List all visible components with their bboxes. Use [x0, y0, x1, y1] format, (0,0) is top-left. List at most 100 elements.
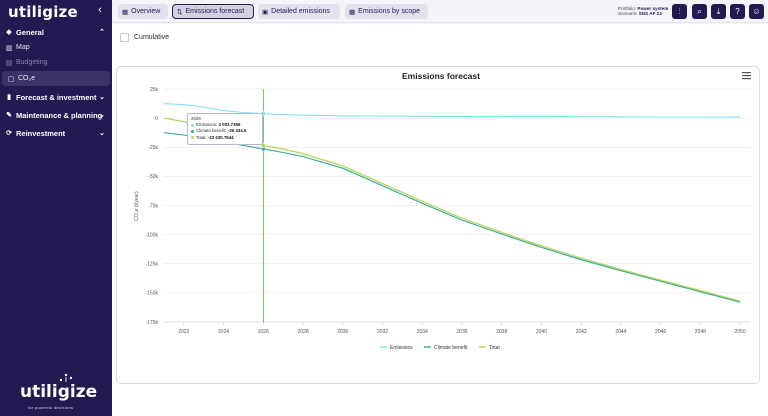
chart-title: Emissions forecast: [402, 71, 480, 81]
x-tick-label: 2032: [377, 329, 388, 335]
co2-icon: ▢: [7, 75, 15, 83]
x-tick-label: 2036: [456, 329, 467, 335]
x-tick-label: 2050: [735, 329, 746, 335]
portfolio-value: Power system: [637, 6, 669, 11]
sidebar-item-map[interactable]: ▥ Map: [0, 40, 112, 55]
x-tick-label: 2028: [297, 329, 308, 335]
x-tick-label: 2048: [695, 329, 706, 335]
download-icon: ⤓: [716, 6, 721, 16]
sidebar-item-co2e[interactable]: ▢ CO₂e: [2, 71, 110, 86]
x-tick-label: 2034: [417, 329, 428, 335]
chevron-left-icon: ‹: [98, 4, 102, 16]
tab-emissions-forecast[interactable]: ⇅ Emissions forecast: [172, 4, 254, 19]
y-axis-ticks: 25k 0 -25k -50k -75k -100k -125k -150k -175k: [145, 87, 158, 326]
tab-label: Overview: [131, 8, 161, 15]
scope-icon: ▩: [349, 8, 356, 16]
nav-group-label: General: [16, 27, 44, 37]
chevron-down-icon: ⌄: [99, 112, 105, 119]
y-axis-label: CO₂e (t/year): [134, 191, 140, 221]
app-logo[interactable]: utiligize: [8, 3, 78, 21]
sidebar-item-label: Map: [16, 44, 30, 51]
x-tick-label: 2030: [337, 329, 348, 335]
tab-emissions-by-scope[interactable]: ▩ Emissions by scope: [345, 4, 428, 19]
forecast-icon: ⇅: [177, 8, 183, 16]
series-line-total: [163, 117, 741, 302]
help-button[interactable]: ?: [730, 4, 745, 19]
sidebar-item-label: Budgeting: [16, 59, 48, 66]
y-tick-label: 25k: [150, 87, 159, 93]
x-tick-label: 2046: [655, 329, 666, 335]
scenario-label: Scenario:: [618, 11, 638, 16]
tooltip-row-emissions: Emissions: 3 003.7356: [191, 122, 259, 128]
tab-overview[interactable]: ▦ Overview: [118, 4, 168, 19]
sidebar-item-budgeting[interactable]: ▤ Budgeting: [0, 55, 112, 70]
y-tick-label: -75k: [148, 203, 158, 209]
chevron-down-icon: ⌄: [99, 94, 105, 101]
tab-label: Detailed emissions: [271, 8, 330, 15]
detail-icon: ▣: [262, 8, 269, 16]
sliders-icon: ⫶: [678, 6, 681, 16]
tab-label: Emissions by scope: [358, 8, 421, 15]
cumulative-label: Cumulative: [134, 34, 170, 41]
x-tick-label: 2022: [178, 329, 189, 335]
nav-group-forecast[interactable]: ▮ Forecast & investment ⌄: [0, 89, 112, 105]
sidebar: utiligize ‹ ◈ General ⌃ ▥ Map ▤ Budgetin…: [0, 0, 112, 416]
series-line-climate-benefit: [163, 132, 741, 303]
main-content: Cumulative: [112, 24, 768, 416]
tooltip-row-climate-benefit: Climate benefit: -26 434.5: [191, 128, 259, 134]
budget-icon: ▤: [5, 59, 13, 67]
wrench-icon: ✎: [6, 112, 12, 119]
chevron-down-icon: ⌄: [99, 130, 105, 137]
layers-icon: ◈: [6, 29, 12, 36]
context-info: Portfolio: Power system Scenario: SNS AF…: [618, 6, 668, 16]
logo-sparkle-icon: [59, 373, 73, 382]
user-button[interactable]: ☺: [749, 4, 764, 19]
x-tick-label: 2026: [258, 329, 269, 335]
nav-group-maintenance[interactable]: ✎ Maintenance & planning ⌄: [0, 107, 112, 123]
legend-item[interactable]: Climate benefit: [434, 345, 468, 351]
scenario-value: SNS AF 23: [638, 11, 662, 16]
y-tick-label: -150k: [145, 291, 158, 297]
chart-menu-icon[interactable]: [742, 71, 751, 80]
tooltip-row-total: Total: -23 430.7644: [191, 135, 259, 141]
cumulative-checkbox[interactable]: [120, 33, 129, 42]
legend-item[interactable]: Emissions: [390, 345, 413, 351]
x-tick-label: 2044: [615, 329, 626, 335]
legend-item[interactable]: Total: [489, 345, 500, 351]
search-icon: ⌕: [697, 6, 702, 16]
nav-group-general[interactable]: ◈ General ⌃: [0, 24, 112, 40]
y-tick-label: 0: [155, 116, 158, 122]
portfolio-label: Portfolio:: [618, 6, 637, 11]
x-axis-ticks: 2022 2024 2026 2028 2030 2032 2034 2036 2038 2040…: [178, 322, 746, 335]
tooltip-year: 2026: [191, 116, 201, 121]
filters-button[interactable]: ⫶: [672, 4, 687, 19]
series-line-emissions: [163, 103, 741, 118]
nav-group-label: Forecast & investment: [16, 92, 97, 102]
top-bar: ▦ Overview ⇅ Emissions forecast ▣ Detail…: [112, 0, 768, 23]
collapse-sidebar-button[interactable]: ‹: [94, 4, 106, 18]
y-tick-label: -25k: [148, 145, 158, 151]
nav-group-reinvestment[interactable]: ⟳ Reinvestment ⌄: [0, 125, 112, 141]
download-button[interactable]: ⤓: [711, 4, 726, 19]
y-tick-label: -50k: [148, 174, 158, 180]
tab-label: Emissions forecast: [185, 8, 245, 15]
x-tick-label: 2040: [536, 329, 547, 335]
sidebar-item-label: CO₂e: [18, 75, 36, 82]
chart-tooltip: 2026 Emissions: 3 003.7356 Climate benef…: [187, 113, 263, 145]
search-button[interactable]: ⌕: [692, 4, 707, 19]
y-tick-label: -175k: [145, 320, 158, 326]
help-icon: ?: [735, 7, 740, 16]
nav-group-label: Reinvestment: [16, 128, 66, 138]
map-icon: ▥: [5, 44, 13, 52]
user-icon: ☺: [752, 7, 761, 16]
x-tick-label: 2024: [218, 329, 229, 335]
tab-detailed-emissions[interactable]: ▣ Detailed emissions: [258, 4, 340, 19]
cumulative-toggle[interactable]: Cumulative: [120, 33, 169, 42]
bar-chart-icon: ▮: [7, 94, 11, 101]
chevron-up-icon: ⌃: [99, 29, 105, 36]
nav-group-label: Maintenance & planning: [16, 110, 103, 120]
refresh-icon: ⟳: [6, 130, 12, 137]
footer-tagline: for powerful decisions: [28, 405, 74, 410]
footer-logo: utiligize: [20, 382, 98, 402]
